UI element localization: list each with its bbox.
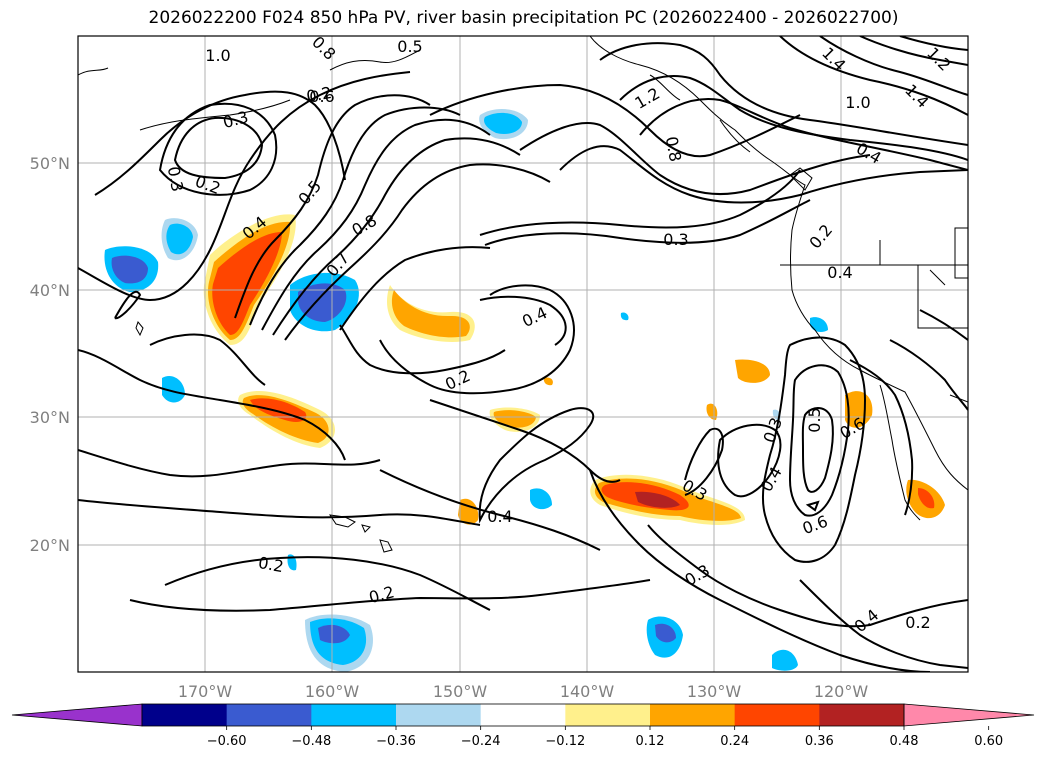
colorbar-extend-high bbox=[903, 703, 1035, 727]
lon-label: 150°W bbox=[433, 682, 488, 701]
colorbar-segment bbox=[650, 704, 736, 726]
colorbar-tick-label: −0.36 bbox=[376, 734, 416, 749]
colorbar-segment bbox=[142, 704, 228, 726]
longitude-labels: 170°W 160°W 150°W 140°W 130°W 120°W bbox=[178, 682, 869, 701]
contour-label: 0.5 bbox=[397, 37, 422, 56]
contour-label: 0.3 bbox=[663, 230, 688, 249]
lat-label: 40°N bbox=[30, 281, 70, 300]
contour-label: 0.6 bbox=[309, 87, 334, 106]
colorbar-segment bbox=[311, 704, 397, 726]
contour-label: 1.0 bbox=[845, 93, 870, 112]
colorbar-segment bbox=[565, 704, 651, 726]
pv-contours bbox=[78, 36, 968, 672]
colorbar-segment bbox=[480, 704, 566, 726]
colorbar-tick-label: 0.48 bbox=[890, 734, 919, 749]
lat-label: 50°N bbox=[30, 154, 70, 173]
lat-label: 30°N bbox=[30, 408, 70, 427]
lon-label: 120°W bbox=[814, 682, 869, 701]
colorbar-tick-label: −0.48 bbox=[291, 734, 331, 749]
contour-label: 0.2 bbox=[257, 553, 285, 576]
lon-label: 140°W bbox=[560, 682, 615, 701]
colorbar-extend-low bbox=[11, 703, 143, 727]
contour-label: 1.0 bbox=[205, 46, 230, 65]
colorbar-segment bbox=[396, 704, 482, 726]
colorbar-frame bbox=[141, 703, 905, 727]
lat-label: 20°N bbox=[30, 536, 70, 555]
contour-label: 0.2 bbox=[905, 613, 930, 632]
contour-label: 0.4 bbox=[827, 263, 852, 282]
colorbar-tick-label: −0.12 bbox=[545, 734, 585, 749]
colorbar-segment bbox=[819, 704, 905, 726]
colorbar-tick-label: 0.36 bbox=[805, 734, 834, 749]
colorbar-tick-label: 0.12 bbox=[636, 734, 665, 749]
lon-label: 130°W bbox=[687, 682, 742, 701]
map-frame bbox=[77, 35, 969, 673]
colorbar-tick-label: −0.60 bbox=[207, 734, 247, 749]
contour-label: 0.2 bbox=[305, 83, 333, 106]
contour-label: 0.3 bbox=[164, 165, 187, 193]
colorbar-tick-label: 0.60 bbox=[974, 734, 1003, 749]
colorbar-segment bbox=[734, 704, 820, 726]
contour-label: 0.4 bbox=[487, 507, 512, 526]
colorbar-tick-label: 0.24 bbox=[720, 734, 749, 749]
colorbar-tick-label: −0.24 bbox=[461, 734, 501, 749]
latitude-labels: 50°N 40°N 30°N 20°N bbox=[30, 154, 70, 555]
graticule bbox=[78, 36, 968, 672]
contour-label: 0.5 bbox=[805, 407, 824, 432]
lon-label: 170°W bbox=[178, 682, 233, 701]
lon-label: 160°W bbox=[305, 682, 360, 701]
colorbar-segment bbox=[226, 704, 312, 726]
map-title: 2026022200 F024 850 hPa PV, river basin … bbox=[148, 8, 899, 28]
colorbar: −0.60 −0.48 −0.36 −0.24 −0.12 0.12 0.24 0.36 0.4… bbox=[11, 703, 1035, 749]
contour-label: 0.8 bbox=[662, 135, 685, 163]
